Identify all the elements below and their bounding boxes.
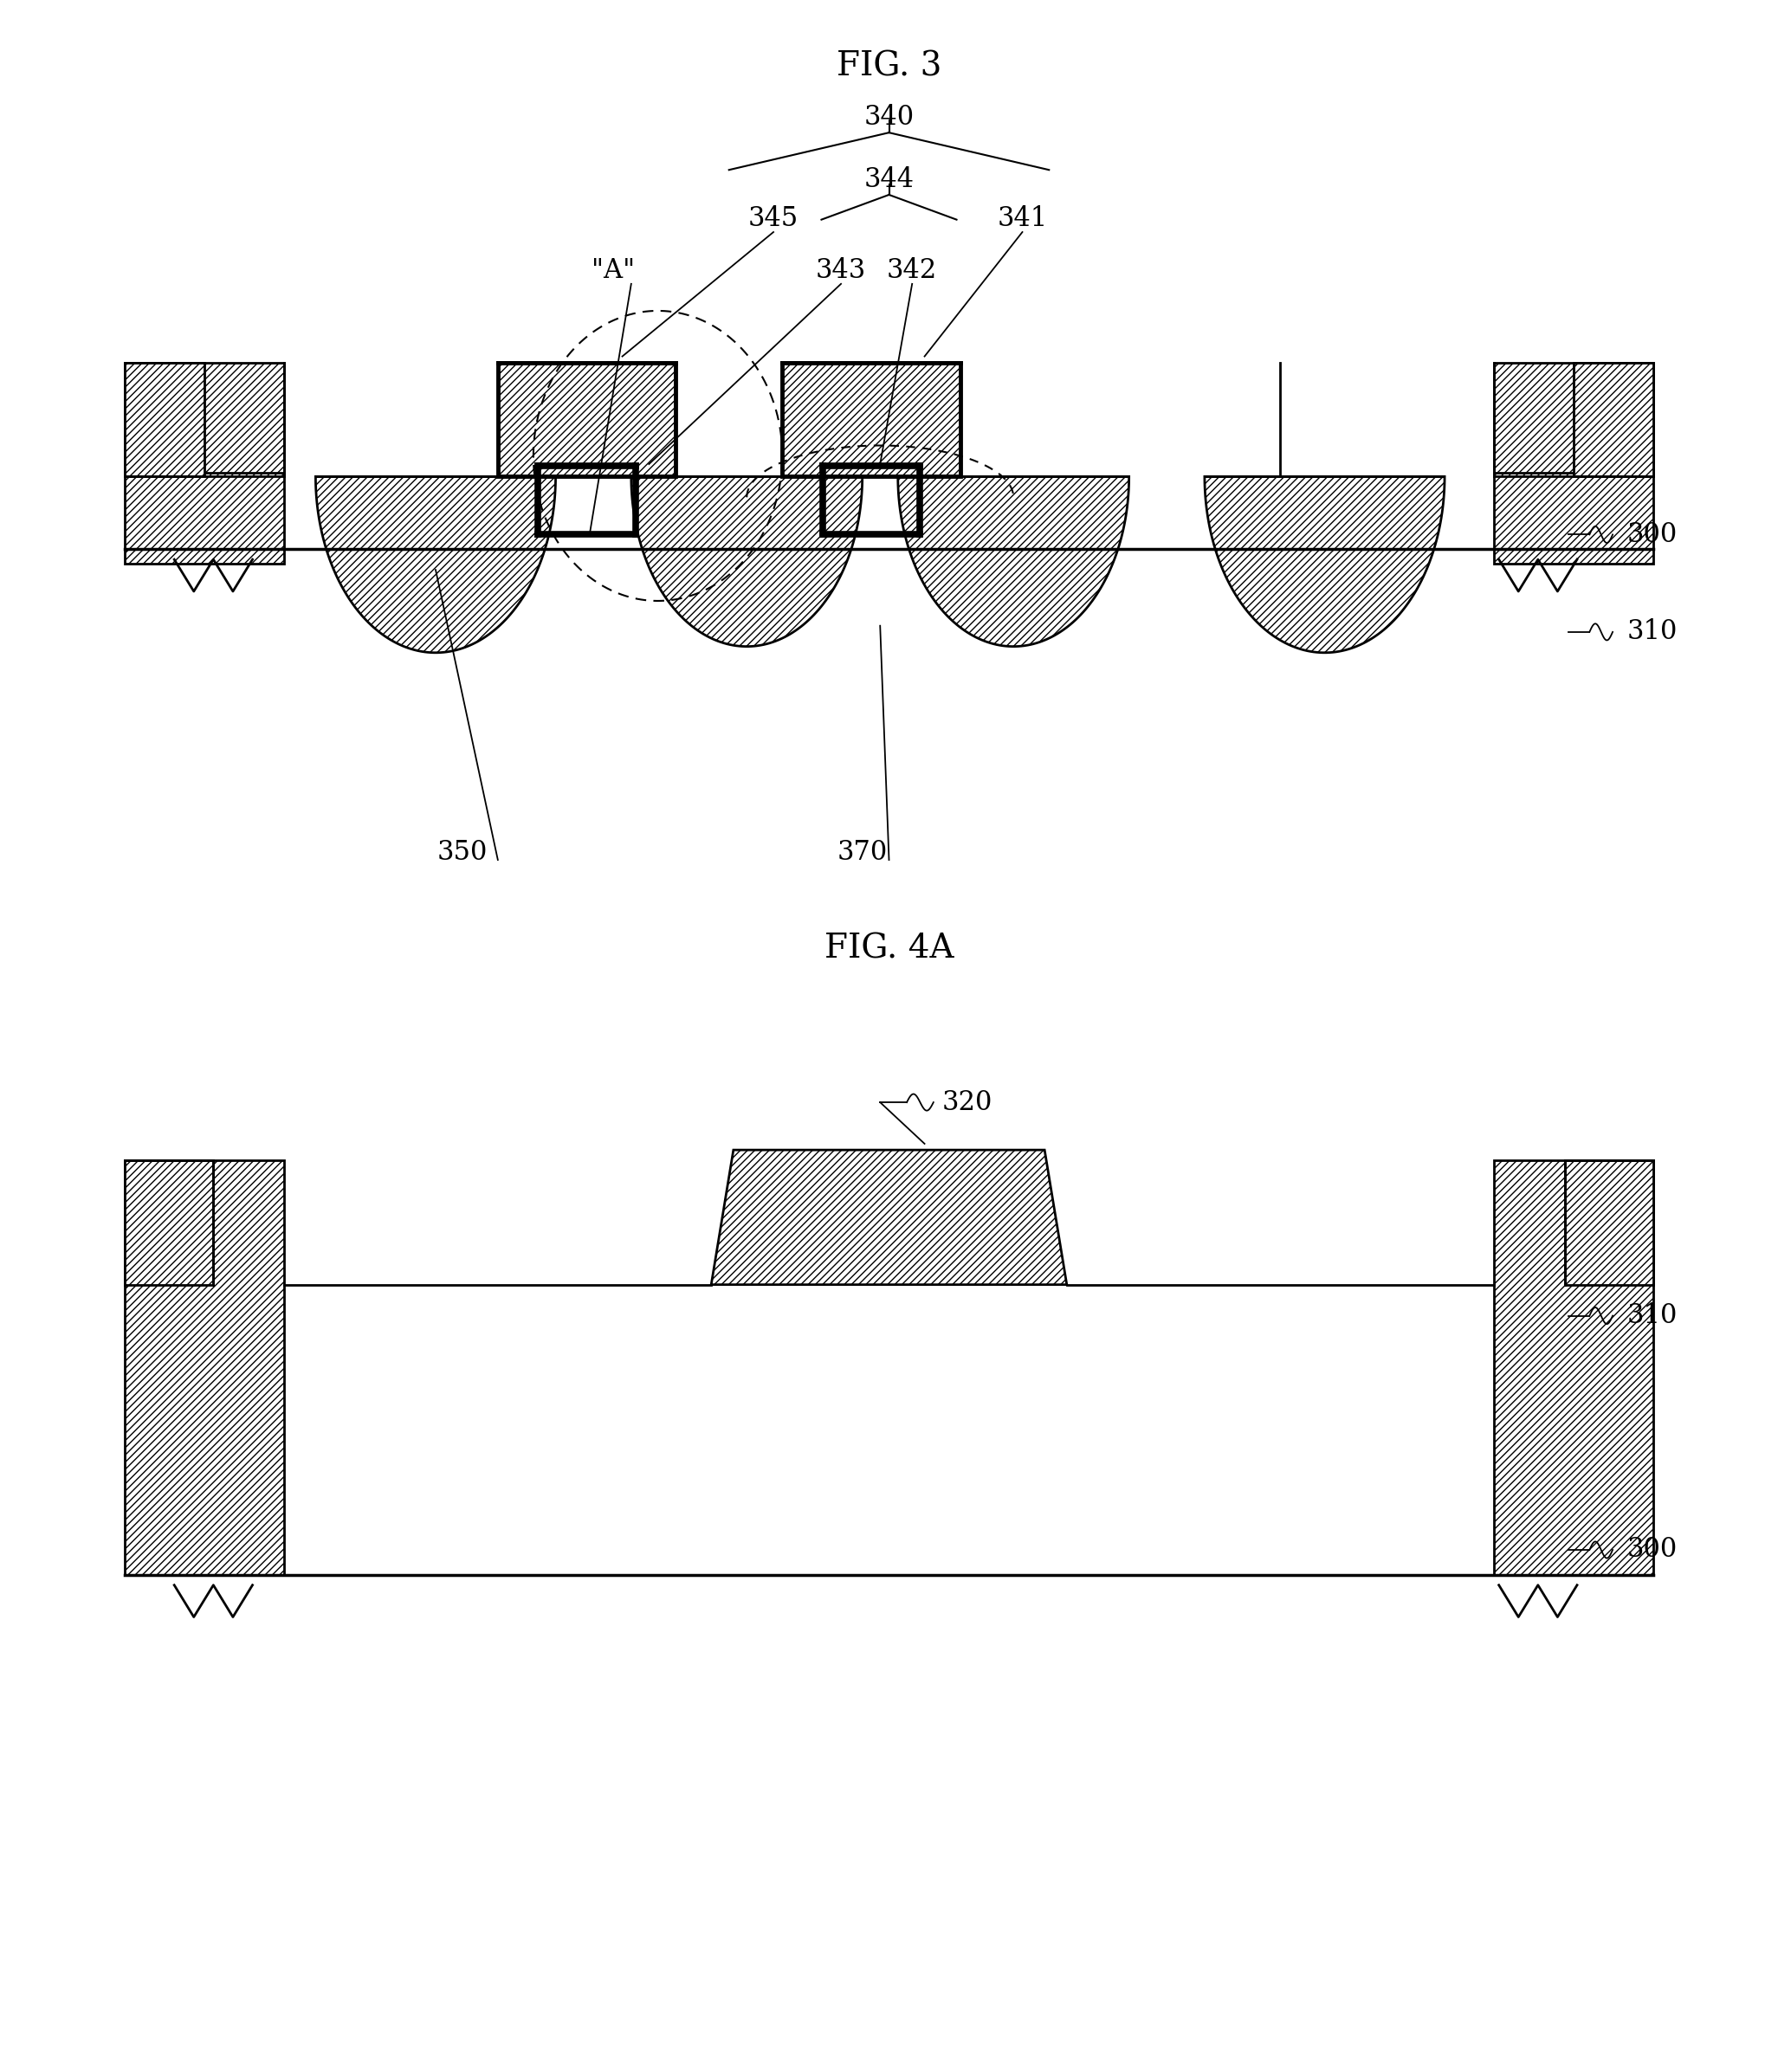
Text: 300: 300 (1627, 522, 1677, 547)
Text: 310: 310 (1627, 1303, 1677, 1328)
Bar (498, 363, 676, 477)
Text: 350: 350 (437, 839, 487, 866)
Text: FIG. 4A: FIG. 4A (825, 932, 953, 966)
Bar (1494, 1160, 1654, 1575)
Text: 342: 342 (887, 257, 937, 284)
Bar (124, 1160, 213, 1285)
Polygon shape (631, 477, 862, 646)
Bar (124, 1160, 284, 1575)
Polygon shape (898, 477, 1129, 646)
Bar (1494, 363, 1654, 477)
Bar (124, 363, 284, 477)
Polygon shape (1205, 477, 1444, 653)
Text: 370: 370 (837, 839, 887, 866)
Text: 344: 344 (864, 166, 914, 193)
Text: 345: 345 (749, 205, 798, 232)
Text: 300: 300 (1627, 1537, 1677, 1562)
Polygon shape (316, 477, 555, 653)
Text: 310: 310 (1627, 620, 1677, 644)
Bar (1574, 363, 1654, 477)
Polygon shape (711, 1150, 1067, 1285)
Text: 341: 341 (997, 205, 1047, 232)
Bar (1494, 472, 1654, 564)
Bar (124, 363, 204, 477)
Text: "A": "A" (592, 257, 635, 284)
Bar (782, 363, 960, 477)
Bar (124, 472, 284, 564)
Text: FIG. 3: FIG. 3 (836, 50, 942, 83)
Text: 340: 340 (864, 104, 914, 131)
Bar (1565, 1160, 1654, 1285)
Text: 320: 320 (942, 1090, 992, 1115)
Text: 343: 343 (816, 257, 866, 284)
